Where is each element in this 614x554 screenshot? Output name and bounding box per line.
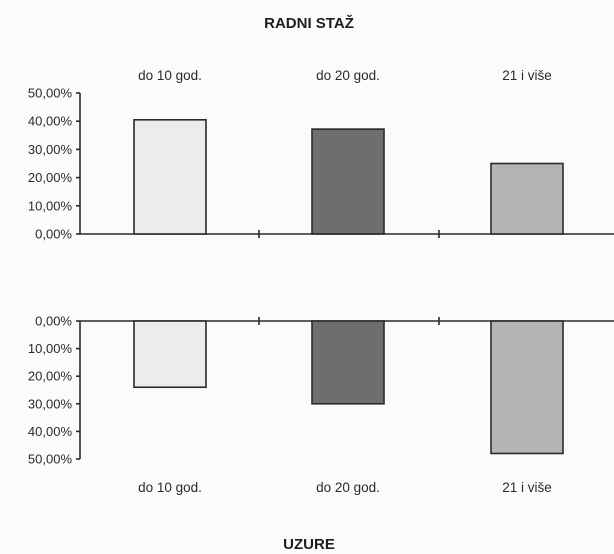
y-tick-label-0-5: 50,00%: [28, 86, 73, 101]
y-tick-label-1-0: 0,00%: [35, 314, 72, 329]
bar-1-0: [133, 320, 207, 389]
category-label-0-2: 21 i više: [502, 68, 552, 83]
y-tick-label-0-4: 40,00%: [28, 114, 73, 129]
category-label-1-2: 21 i više: [502, 480, 552, 495]
chart-title-radni-staz: RADNI STAŽ: [264, 14, 354, 32]
bar-1-1: [311, 320, 385, 405]
y-tick-label-1-5: 50,00%: [28, 452, 73, 467]
y-tick-label-1-1: 10,00%: [28, 341, 73, 356]
category-label-1-1: do 20 god.: [316, 480, 380, 495]
category-label-0-1: do 20 god.: [316, 68, 380, 83]
bar-0-2: [490, 162, 564, 235]
category-label-1-0: do 10 god.: [138, 480, 202, 495]
bar-0-1: [311, 128, 385, 235]
y-tick-label-0-3: 30,00%: [28, 142, 73, 157]
y-tick-label-0-0: 0,00%: [35, 227, 72, 242]
chart-title-uzure: UZURE: [283, 536, 335, 553]
bar-1-2: [490, 320, 564, 455]
y-tick-label-1-4: 40,00%: [28, 424, 73, 439]
category-label-0-0: do 10 god.: [138, 68, 202, 83]
y-tick-label-1-3: 30,00%: [28, 396, 73, 411]
bar-0-0: [133, 118, 207, 235]
y-tick-label-0-2: 20,00%: [28, 170, 73, 185]
y-tick-label-0-1: 10,00%: [28, 198, 73, 213]
y-tick-label-1-2: 20,00%: [28, 369, 73, 384]
